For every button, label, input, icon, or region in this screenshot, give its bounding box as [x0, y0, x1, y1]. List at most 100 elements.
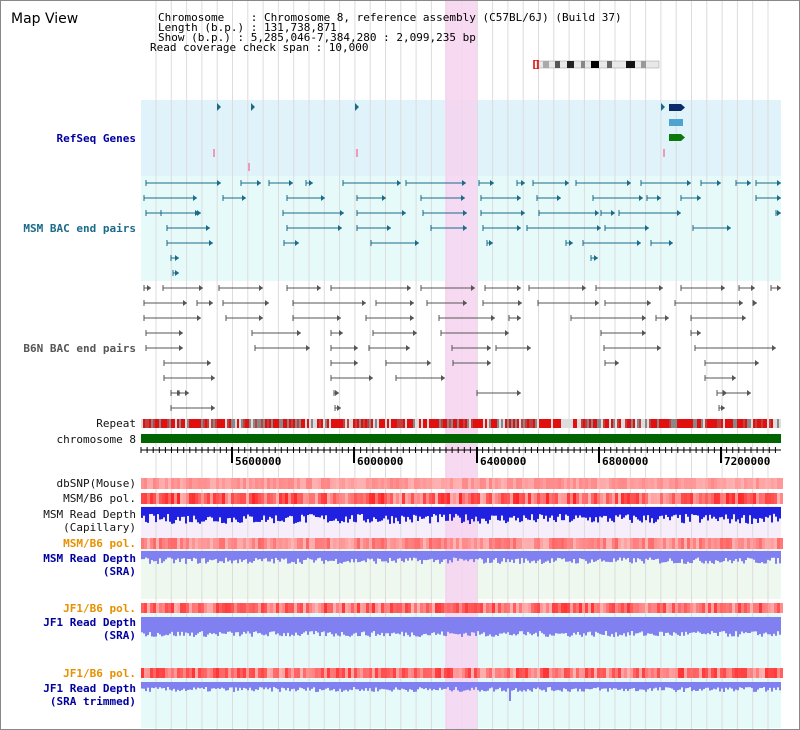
depth-bar — [759, 507, 761, 519]
pol-cell — [261, 603, 264, 613]
depth-bar — [159, 551, 161, 559]
depth-bar — [341, 551, 343, 564]
depth-bar — [451, 551, 453, 563]
depth-bar — [755, 617, 757, 632]
depth-bar — [417, 507, 419, 522]
depth-bar — [683, 617, 685, 636]
depth-bar — [389, 507, 391, 524]
pol-cell — [393, 668, 396, 678]
depth-bar — [417, 551, 419, 562]
pol-cell — [579, 493, 582, 504]
msm-bac-pair — [193, 195, 197, 201]
pol-cell — [456, 668, 459, 678]
depth-bar — [573, 551, 575, 560]
pol-cell — [354, 668, 357, 678]
depth-bar — [651, 617, 653, 634]
depth-bar — [655, 682, 657, 688]
depth-bar — [393, 617, 395, 633]
pol-cell — [696, 538, 699, 549]
repeat-block — [591, 419, 593, 428]
pol-cell — [726, 493, 729, 504]
depth-bar — [501, 507, 503, 516]
depth-bar — [469, 617, 471, 636]
depth-bar — [637, 682, 639, 692]
depth-bar — [637, 617, 639, 634]
depth-bar — [419, 551, 421, 561]
pol-cell — [468, 493, 471, 504]
repeat-block — [667, 419, 669, 428]
depth-bar — [227, 551, 229, 562]
depth-bar — [541, 507, 543, 515]
depth-bar — [197, 551, 199, 564]
repeat-block — [723, 419, 725, 428]
pol-cell — [561, 493, 564, 504]
pol-cell — [603, 668, 606, 678]
depth-bar — [679, 617, 681, 636]
dbsnp-cell — [405, 478, 408, 489]
depth-bar — [557, 682, 559, 690]
pol-cell — [513, 668, 516, 678]
pol-cell — [486, 668, 489, 678]
dbsnp-cell — [450, 478, 453, 489]
depth-bar — [411, 507, 413, 523]
depth-bar — [773, 617, 775, 634]
pol-cell — [627, 603, 630, 613]
pol-cell — [177, 538, 180, 549]
depth-bar — [297, 682, 299, 691]
pol-cell — [333, 538, 336, 549]
depth-bar — [617, 617, 619, 637]
dbsnp-cell — [573, 478, 576, 489]
depth-bar — [445, 551, 447, 559]
depth-bar — [225, 551, 227, 558]
dbsnp-cell — [471, 478, 474, 489]
pol-cell — [534, 603, 537, 613]
b6n-bac-pair — [463, 300, 467, 306]
repeat-block — [243, 419, 245, 428]
pol-cell — [252, 603, 255, 613]
depth-bar — [727, 682, 729, 690]
pol-cell — [423, 668, 426, 678]
pol-cell — [462, 603, 465, 613]
pol-cell — [714, 668, 717, 678]
chromosome-ideogram[interactable] — [533, 54, 661, 70]
depth-bar — [575, 617, 577, 635]
depth-bar — [229, 507, 231, 518]
repeat-block — [601, 419, 603, 428]
repeat-block — [657, 419, 659, 428]
pol-cell — [705, 603, 708, 613]
depth-bar — [627, 507, 629, 515]
pol-cell — [351, 668, 354, 678]
pol-cell — [615, 668, 618, 678]
depth-bar — [489, 682, 491, 689]
depth-bar — [275, 551, 277, 558]
pol-cell — [615, 538, 618, 549]
pol-cell — [309, 538, 312, 549]
depth-bar — [307, 551, 309, 558]
pol-cell — [324, 668, 327, 678]
pol-cell — [567, 493, 570, 504]
pol-cell — [285, 668, 288, 678]
pol-cell — [540, 603, 543, 613]
repeat-block — [539, 419, 541, 428]
pol-cell — [612, 668, 615, 678]
repeat-block — [767, 419, 769, 428]
pol-cell — [360, 668, 363, 678]
depth-bar — [713, 682, 715, 689]
pol-cell — [369, 493, 372, 504]
msm-bac-pair — [611, 210, 615, 216]
pol-cell — [501, 538, 504, 549]
pol-cell — [234, 493, 237, 504]
depth-bar — [303, 682, 305, 690]
depth-bar — [289, 617, 291, 637]
depth-bar — [147, 682, 149, 688]
repeat-block — [753, 419, 755, 428]
depth-bar — [429, 551, 431, 560]
pol-cell — [453, 493, 456, 504]
depth-bar — [389, 551, 391, 558]
depth-bar — [529, 551, 531, 563]
repeat-block — [471, 419, 473, 428]
pol-cell — [153, 493, 156, 504]
depth-bar — [191, 682, 193, 690]
pol-cell — [588, 668, 591, 678]
